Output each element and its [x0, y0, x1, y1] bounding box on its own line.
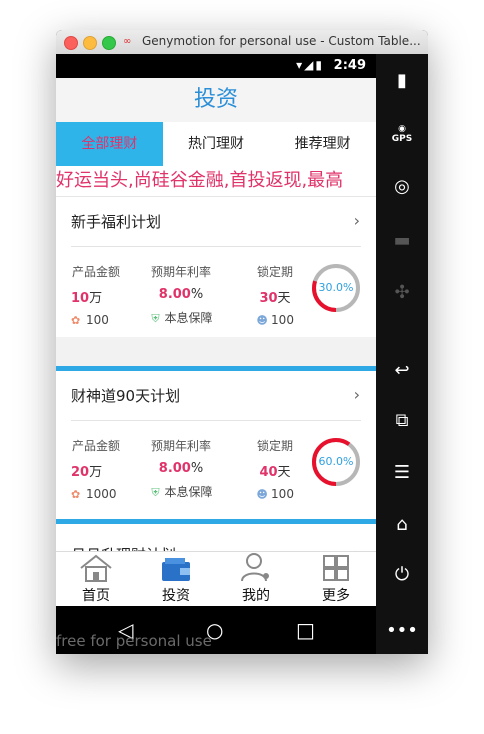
progress-label: 60.0%: [311, 437, 361, 487]
lock-column: 锁定期 30天 ☻ 100: [251, 263, 299, 327]
rate-value: 8.00%: [148, 287, 214, 302]
wallet-icon: [160, 556, 192, 582]
amount-label: 产品金额: [71, 263, 121, 280]
progress-ring: 60.0%: [311, 437, 361, 487]
rate-column: 预期年利率 8.00% ⛨ 本息保障: [148, 437, 214, 500]
nav-invest[interactable]: 投资: [136, 552, 216, 606]
product-card-1[interactable]: 新手福利计划 › 产品金额 10万 ✿ 100 预期年利率 8.00% ⛨ 本息保障…: [56, 197, 376, 337]
phone-display: ▾◢▮ 2:49 投资 全部理财 热门理财 推荐理财 好运当头,尚硅谷金融,首投…: [56, 54, 376, 654]
amount-value: 20万: [71, 461, 121, 480]
progress-label: 30.0%: [311, 263, 361, 313]
product-name: 财神道90天计划: [71, 385, 180, 406]
amount-column: 产品金额 10万 ✿ 100: [71, 263, 121, 327]
window-title: Genymotion for personal use - Custom Tab…: [142, 34, 421, 48]
status-bar: ▾◢▮ 2:49: [56, 54, 376, 78]
guarantee: ⛨ 本息保障: [148, 309, 214, 326]
rate-value: 8.00%: [148, 461, 214, 476]
piggy-bank-icon: ✿: [71, 314, 83, 327]
rate-label: 预期年利率: [148, 263, 214, 280]
window-titlebar: ∞ Genymotion for personal use - Custom T…: [56, 30, 428, 55]
shield-icon: ⛨: [149, 486, 161, 500]
investor-count: ☻ 100: [251, 487, 299, 501]
close-window-button[interactable]: [64, 36, 78, 50]
webcam-icon[interactable]: ◎: [376, 176, 428, 197]
tab-all-products[interactable]: 全部理财: [56, 122, 163, 166]
nav-more[interactable]: 更多: [296, 552, 376, 606]
product-card-3[interactable]: 月月升理财计划 ›: [56, 524, 376, 554]
genymotion-icon: ∞: [123, 36, 131, 47]
amount-column: 产品金额 20万 ✿ 1000: [71, 437, 121, 501]
media-icon: ▬: [376, 230, 428, 251]
nav-label: 投资: [136, 585, 216, 605]
app-screen: 投资 全部理财 热门理财 推荐理财 好运当头,尚硅谷金融,首投返现,最高 新手福…: [56, 78, 376, 606]
users-icon: ☻: [256, 314, 268, 327]
nav-home[interactable]: 首页: [56, 552, 136, 606]
more-options-icon[interactable]: •••: [376, 620, 428, 641]
tab-recommended-products[interactable]: 推荐理财: [269, 122, 376, 166]
users-icon: ☻: [256, 488, 268, 501]
recent-apps-icon[interactable]: ⧉: [376, 410, 428, 431]
lock-value: 30天: [251, 287, 299, 306]
lock-label: 锁定期: [251, 263, 299, 280]
category-tabs: 全部理财 热门理财 推荐理财: [56, 122, 376, 166]
status-time: 2:49: [334, 58, 366, 73]
chevron-right-icon[interactable]: ›: [354, 211, 360, 230]
product-card-2[interactable]: 财神道90天计划 › 产品金额 20万 ✿ 1000 预期年利率 8.00% ⛨ 本…: [56, 371, 376, 519]
chevron-right-icon[interactable]: ›: [354, 385, 360, 404]
product-name: 新手福利计划: [71, 211, 161, 232]
grid-icon: [322, 554, 350, 582]
nav-label: 首页: [56, 585, 136, 605]
back-arrow-icon[interactable]: ↩: [376, 360, 428, 381]
lock-value: 40天: [251, 461, 299, 480]
min-invest: ✿ 100: [71, 313, 121, 327]
rate-column: 预期年利率 8.00% ⛨ 本息保障: [148, 263, 214, 326]
nav-mine[interactable]: 我的: [216, 552, 296, 606]
piggy-bank-icon: ✿: [71, 488, 83, 501]
divider: [71, 420, 361, 421]
gps-icon[interactable]: ◉ GPS: [376, 124, 428, 144]
dpad-icon: ✣: [376, 282, 428, 303]
lock-column: 锁定期 40天 ☻ 100: [251, 437, 299, 501]
rate-label: 预期年利率: [148, 437, 214, 454]
nav-label: 更多: [296, 585, 376, 605]
watermark: free for personal use: [56, 632, 212, 650]
page-title: 投资: [56, 78, 376, 123]
tab-hot-products[interactable]: 热门理财: [163, 122, 270, 166]
nav-label: 我的: [216, 585, 296, 605]
min-invest: ✿ 1000: [71, 487, 121, 501]
progress-ring: 30.0%: [311, 263, 361, 313]
battery-icon[interactable]: ▮: [376, 70, 428, 91]
home-icon: [79, 554, 113, 582]
divider: [71, 246, 361, 247]
signal-icons: ▾◢▮: [296, 58, 324, 72]
amount-label: 产品金额: [71, 437, 121, 454]
zoom-window-button[interactable]: [102, 36, 116, 50]
recents-icon[interactable]: □: [296, 618, 315, 642]
promo-marquee: 好运当头,尚硅谷金融,首投返现,最高: [56, 166, 376, 197]
investor-count: ☻ 100: [251, 313, 299, 327]
power-icon[interactable]: ⏻: [376, 564, 428, 585]
emulator-window: ∞ Genymotion for personal use - Custom T…: [56, 30, 428, 654]
bottom-navigation: 首页 投资: [56, 551, 376, 606]
shield-icon: ⛨: [149, 312, 161, 326]
guarantee: ⛨ 本息保障: [148, 483, 214, 500]
lock-label: 锁定期: [251, 437, 299, 454]
menu-icon[interactable]: ☰: [376, 462, 428, 483]
minimize-window-button[interactable]: [83, 36, 97, 50]
amount-value: 10万: [71, 287, 121, 306]
home-outline-icon[interactable]: ⌂: [376, 514, 428, 535]
user-icon: [240, 552, 272, 582]
genymotion-sidebar: ▮ ◉ GPS ◎ ▬ ✣ ↩ ⧉ ☰ ⌂ ⏻ •••: [376, 54, 428, 654]
